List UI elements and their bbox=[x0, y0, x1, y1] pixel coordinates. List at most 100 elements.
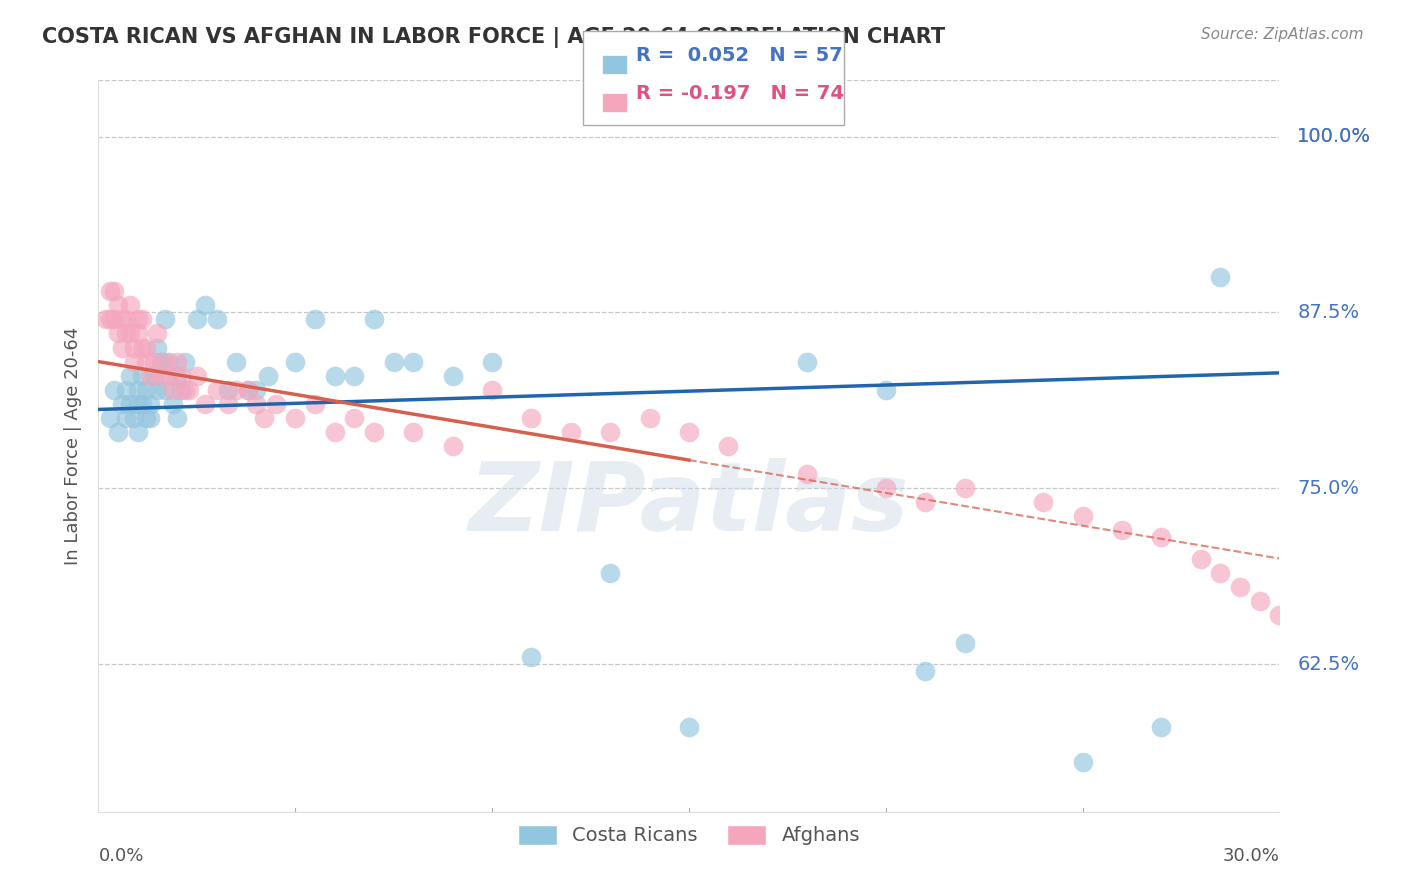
Point bbox=[1327, 650, 1350, 665]
Text: 100.0%: 100.0% bbox=[1298, 127, 1371, 146]
Point bbox=[638, 410, 661, 425]
Point bbox=[135, 383, 157, 397]
Point bbox=[157, 354, 180, 368]
Point bbox=[1189, 551, 1212, 566]
Point bbox=[1367, 692, 1389, 706]
Point bbox=[678, 720, 700, 734]
Point bbox=[131, 368, 153, 383]
Text: ZIPatlas: ZIPatlas bbox=[468, 458, 910, 551]
Point bbox=[111, 397, 134, 411]
Text: 75.0%: 75.0% bbox=[1298, 479, 1360, 498]
Point bbox=[256, 368, 278, 383]
Point bbox=[146, 383, 169, 397]
Text: R = -0.197   N = 74: R = -0.197 N = 74 bbox=[636, 84, 844, 103]
Point bbox=[323, 425, 346, 439]
Point bbox=[103, 285, 125, 299]
Point bbox=[115, 410, 138, 425]
Point bbox=[402, 354, 425, 368]
Point bbox=[217, 383, 239, 397]
Point bbox=[103, 383, 125, 397]
Point bbox=[796, 354, 818, 368]
Point bbox=[166, 354, 188, 368]
Point bbox=[166, 410, 188, 425]
Point bbox=[1032, 495, 1054, 509]
Point bbox=[146, 326, 169, 341]
Point bbox=[217, 397, 239, 411]
Text: 87.5%: 87.5% bbox=[1298, 303, 1360, 322]
Point bbox=[520, 410, 543, 425]
Point bbox=[225, 383, 247, 397]
Point bbox=[174, 354, 197, 368]
Point bbox=[1288, 622, 1310, 636]
Point bbox=[1308, 636, 1330, 650]
Point bbox=[138, 368, 160, 383]
Point bbox=[363, 425, 385, 439]
Point bbox=[111, 312, 134, 326]
Point bbox=[304, 312, 326, 326]
Point bbox=[157, 368, 180, 383]
Point bbox=[236, 383, 259, 397]
Point bbox=[131, 312, 153, 326]
Point bbox=[155, 312, 177, 326]
Point bbox=[225, 354, 247, 368]
Point bbox=[194, 298, 217, 312]
Point bbox=[875, 481, 897, 495]
Point bbox=[402, 425, 425, 439]
Point bbox=[127, 397, 149, 411]
Point bbox=[284, 410, 307, 425]
Text: 62.5%: 62.5% bbox=[1298, 655, 1360, 673]
Point bbox=[107, 298, 129, 312]
Point bbox=[284, 354, 307, 368]
Point bbox=[118, 326, 141, 341]
Point bbox=[599, 566, 621, 580]
Point bbox=[142, 368, 165, 383]
Point bbox=[914, 495, 936, 509]
Point bbox=[343, 368, 366, 383]
Point bbox=[1249, 593, 1271, 607]
Text: 0.0%: 0.0% bbox=[98, 847, 143, 865]
Point bbox=[162, 397, 184, 411]
Point bbox=[796, 467, 818, 482]
Point bbox=[1150, 720, 1173, 734]
Point bbox=[115, 383, 138, 397]
Point bbox=[599, 425, 621, 439]
Point bbox=[177, 383, 200, 397]
Point bbox=[1209, 566, 1232, 580]
Point bbox=[1150, 531, 1173, 545]
Point bbox=[363, 312, 385, 326]
Point bbox=[170, 383, 193, 397]
Point bbox=[343, 410, 366, 425]
Point bbox=[107, 425, 129, 439]
Point bbox=[122, 410, 145, 425]
Point bbox=[170, 368, 193, 383]
Point bbox=[481, 354, 503, 368]
Point bbox=[122, 354, 145, 368]
Point bbox=[150, 368, 173, 383]
Point bbox=[115, 326, 138, 341]
Point bbox=[122, 341, 145, 355]
Point bbox=[127, 425, 149, 439]
Point bbox=[111, 341, 134, 355]
Point bbox=[186, 368, 208, 383]
Point bbox=[135, 354, 157, 368]
Point bbox=[304, 397, 326, 411]
Point bbox=[150, 354, 173, 368]
Point bbox=[1209, 270, 1232, 285]
Point bbox=[127, 312, 149, 326]
Point bbox=[138, 397, 160, 411]
Point bbox=[520, 650, 543, 665]
Text: R =  0.052   N = 57: R = 0.052 N = 57 bbox=[636, 45, 842, 65]
Point bbox=[166, 368, 188, 383]
Point bbox=[1071, 509, 1094, 524]
Point bbox=[253, 410, 276, 425]
Point bbox=[1111, 524, 1133, 538]
Point bbox=[118, 298, 141, 312]
Point bbox=[98, 410, 121, 425]
Point bbox=[118, 397, 141, 411]
Point bbox=[155, 383, 177, 397]
Point bbox=[441, 368, 464, 383]
Point bbox=[174, 383, 197, 397]
Point bbox=[264, 397, 287, 411]
Point bbox=[382, 354, 405, 368]
Text: Source: ZipAtlas.com: Source: ZipAtlas.com bbox=[1201, 27, 1364, 42]
